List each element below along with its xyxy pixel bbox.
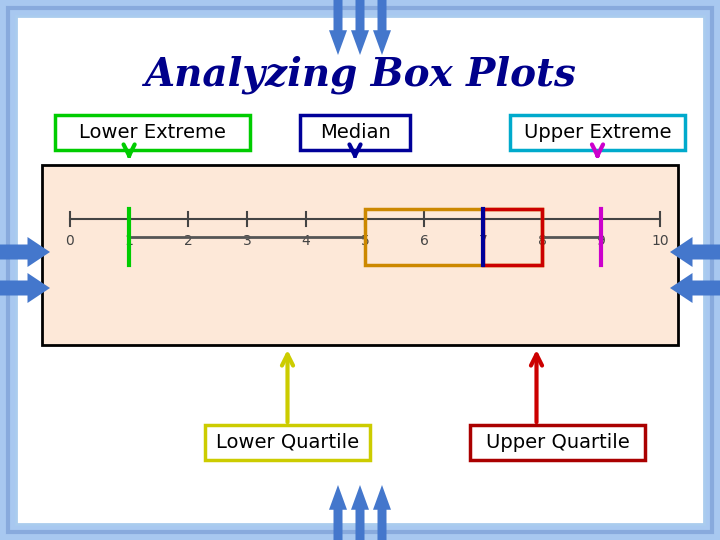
Bar: [365, 209, 542, 265]
Polygon shape: [373, 485, 391, 540]
Polygon shape: [670, 273, 720, 303]
Text: 2: 2: [184, 234, 192, 248]
Polygon shape: [670, 237, 720, 267]
Polygon shape: [329, 485, 347, 540]
Polygon shape: [0, 273, 50, 303]
Polygon shape: [373, 0, 391, 55]
Polygon shape: [351, 485, 369, 540]
Text: 6: 6: [420, 234, 428, 248]
Text: 3: 3: [243, 234, 251, 248]
Text: Lower Extreme: Lower Extreme: [79, 123, 226, 142]
Text: Upper Quartile: Upper Quartile: [485, 433, 629, 452]
Bar: [510, 115, 685, 150]
Bar: [470, 425, 645, 460]
Text: 10: 10: [651, 234, 669, 248]
Bar: [300, 115, 410, 150]
Polygon shape: [0, 237, 50, 267]
Text: 4: 4: [302, 234, 310, 248]
Text: Upper Extreme: Upper Extreme: [523, 123, 671, 142]
Polygon shape: [329, 0, 347, 55]
Text: 8: 8: [538, 234, 546, 248]
Text: 1: 1: [125, 234, 133, 248]
Text: 7: 7: [479, 234, 487, 248]
Polygon shape: [351, 0, 369, 55]
Bar: [205, 425, 370, 460]
Text: 0: 0: [66, 234, 74, 248]
FancyBboxPatch shape: [16, 16, 704, 524]
Text: 9: 9: [597, 234, 606, 248]
Bar: [42, 165, 678, 345]
Text: 5: 5: [361, 234, 369, 248]
Text: Analyzing Box Plots: Analyzing Box Plots: [144, 56, 576, 94]
Text: Median: Median: [320, 123, 390, 142]
Text: Lower Quartile: Lower Quartile: [216, 433, 359, 452]
Bar: [483, 209, 542, 265]
Bar: [55, 115, 250, 150]
